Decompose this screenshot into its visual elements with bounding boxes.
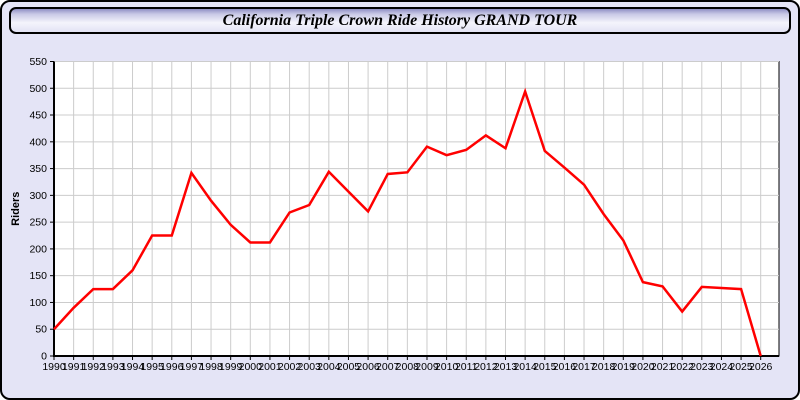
y-tick-label: 50 [35, 324, 47, 336]
riders-line-series [53, 87, 762, 357]
x-tick-label: 1998 [199, 361, 223, 373]
y-tick-label: 250 [29, 217, 47, 229]
x-tick-label: 2024 [710, 361, 734, 373]
x-tick-label: 2004 [317, 361, 341, 373]
y-tick-label: 450 [29, 110, 47, 122]
x-tick-label: 2007 [376, 361, 400, 373]
x-tick-label: 2009 [415, 361, 439, 373]
x-tick-label: 2017 [572, 361, 596, 373]
x-tick-label: 2018 [592, 361, 616, 373]
x-tick-label: 2013 [494, 361, 518, 373]
plot-area [53, 61, 780, 357]
title-bar: California Triple Crown Ride History GRA… [9, 7, 791, 34]
x-tick-label: 1990 [42, 361, 66, 373]
x-tick-label: 2022 [670, 361, 694, 373]
x-tick-label: 2011 [455, 361, 478, 373]
y-axis-title: Riders [10, 192, 22, 226]
x-tick-label: 2008 [396, 361, 420, 373]
x-tick-label: 2010 [435, 361, 459, 373]
y-tick-label: 0 [41, 351, 47, 363]
y-tick-label: 150 [29, 270, 47, 282]
x-tick-label: 1995 [140, 361, 164, 373]
page-title: California Triple Crown Ride History GRA… [222, 11, 578, 29]
y-tick-label: 400 [29, 136, 47, 148]
x-tick-label: 2019 [612, 361, 636, 373]
x-tick-label: 1993 [101, 361, 125, 373]
y-tick-label: 550 [29, 56, 47, 68]
x-tick-label: 2020 [631, 361, 655, 373]
x-tick-label: 2005 [337, 361, 361, 373]
y-tick-label: 500 [29, 83, 47, 95]
x-tick-label: 1994 [121, 361, 145, 373]
x-tick-label: 1991 [62, 361, 86, 373]
x-tick-label: 2021 [651, 361, 675, 373]
x-tick-label: 2002 [278, 361, 302, 373]
x-tick-label: 2023 [690, 361, 714, 373]
y-tick-label: 200 [29, 243, 47, 255]
x-tick-label: 2015 [533, 361, 557, 373]
x-tick-label: 2000 [239, 361, 263, 373]
x-tick-label: 2003 [298, 361, 322, 373]
x-tick-label: 2014 [513, 361, 537, 373]
x-tick-label: 2025 [729, 361, 753, 373]
y-tick-label: 100 [29, 297, 47, 309]
x-tick-label: 1992 [82, 361, 106, 373]
x-tick-label: 2012 [474, 361, 498, 373]
x-tick-label: 1996 [160, 361, 184, 373]
x-tick-label: 2006 [356, 361, 380, 373]
x-tick-label: 2001 [258, 361, 282, 373]
x-tick-label: 2016 [553, 361, 577, 373]
x-tick-label: 1999 [219, 361, 243, 373]
x-tick-label: 2026 [749, 361, 773, 373]
x-tick-label: 1997 [180, 361, 204, 373]
y-tick-label: 300 [29, 190, 47, 202]
y-tick-label: 350 [29, 163, 47, 175]
